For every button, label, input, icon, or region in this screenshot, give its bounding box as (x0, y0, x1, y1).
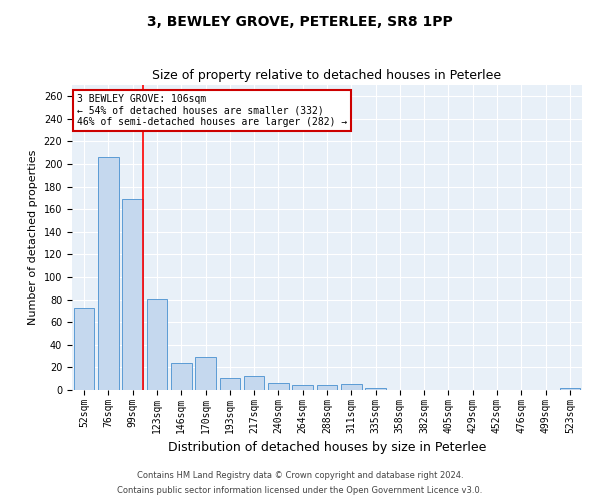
Bar (317, 386, 337, 390)
Bar (122, 199, 143, 390)
Bar (268, 383, 289, 390)
Bar (244, 376, 265, 390)
Bar (341, 384, 362, 390)
Bar (292, 386, 313, 390)
Text: Contains HM Land Registry data © Crown copyright and database right 2024.: Contains HM Land Registry data © Crown c… (137, 471, 463, 480)
Bar (560, 388, 580, 390)
Bar (195, 357, 216, 390)
Bar (220, 378, 240, 390)
Bar (365, 388, 386, 390)
Bar (146, 298, 167, 390)
Bar (171, 363, 191, 390)
Title: Size of property relative to detached houses in Peterlee: Size of property relative to detached ho… (152, 70, 502, 82)
Text: 3 BEWLEY GROVE: 106sqm
← 54% of detached houses are smaller (332)
46% of semi-de: 3 BEWLEY GROVE: 106sqm ← 54% of detached… (77, 94, 347, 128)
Y-axis label: Number of detached properties: Number of detached properties (28, 150, 38, 325)
Bar (98, 158, 119, 390)
Text: 3, BEWLEY GROVE, PETERLEE, SR8 1PP: 3, BEWLEY GROVE, PETERLEE, SR8 1PP (147, 15, 453, 29)
Text: Contains public sector information licensed under the Open Government Licence v3: Contains public sector information licen… (118, 486, 482, 495)
X-axis label: Distribution of detached houses by size in Peterlee: Distribution of detached houses by size … (168, 441, 486, 454)
Bar (74, 308, 94, 390)
